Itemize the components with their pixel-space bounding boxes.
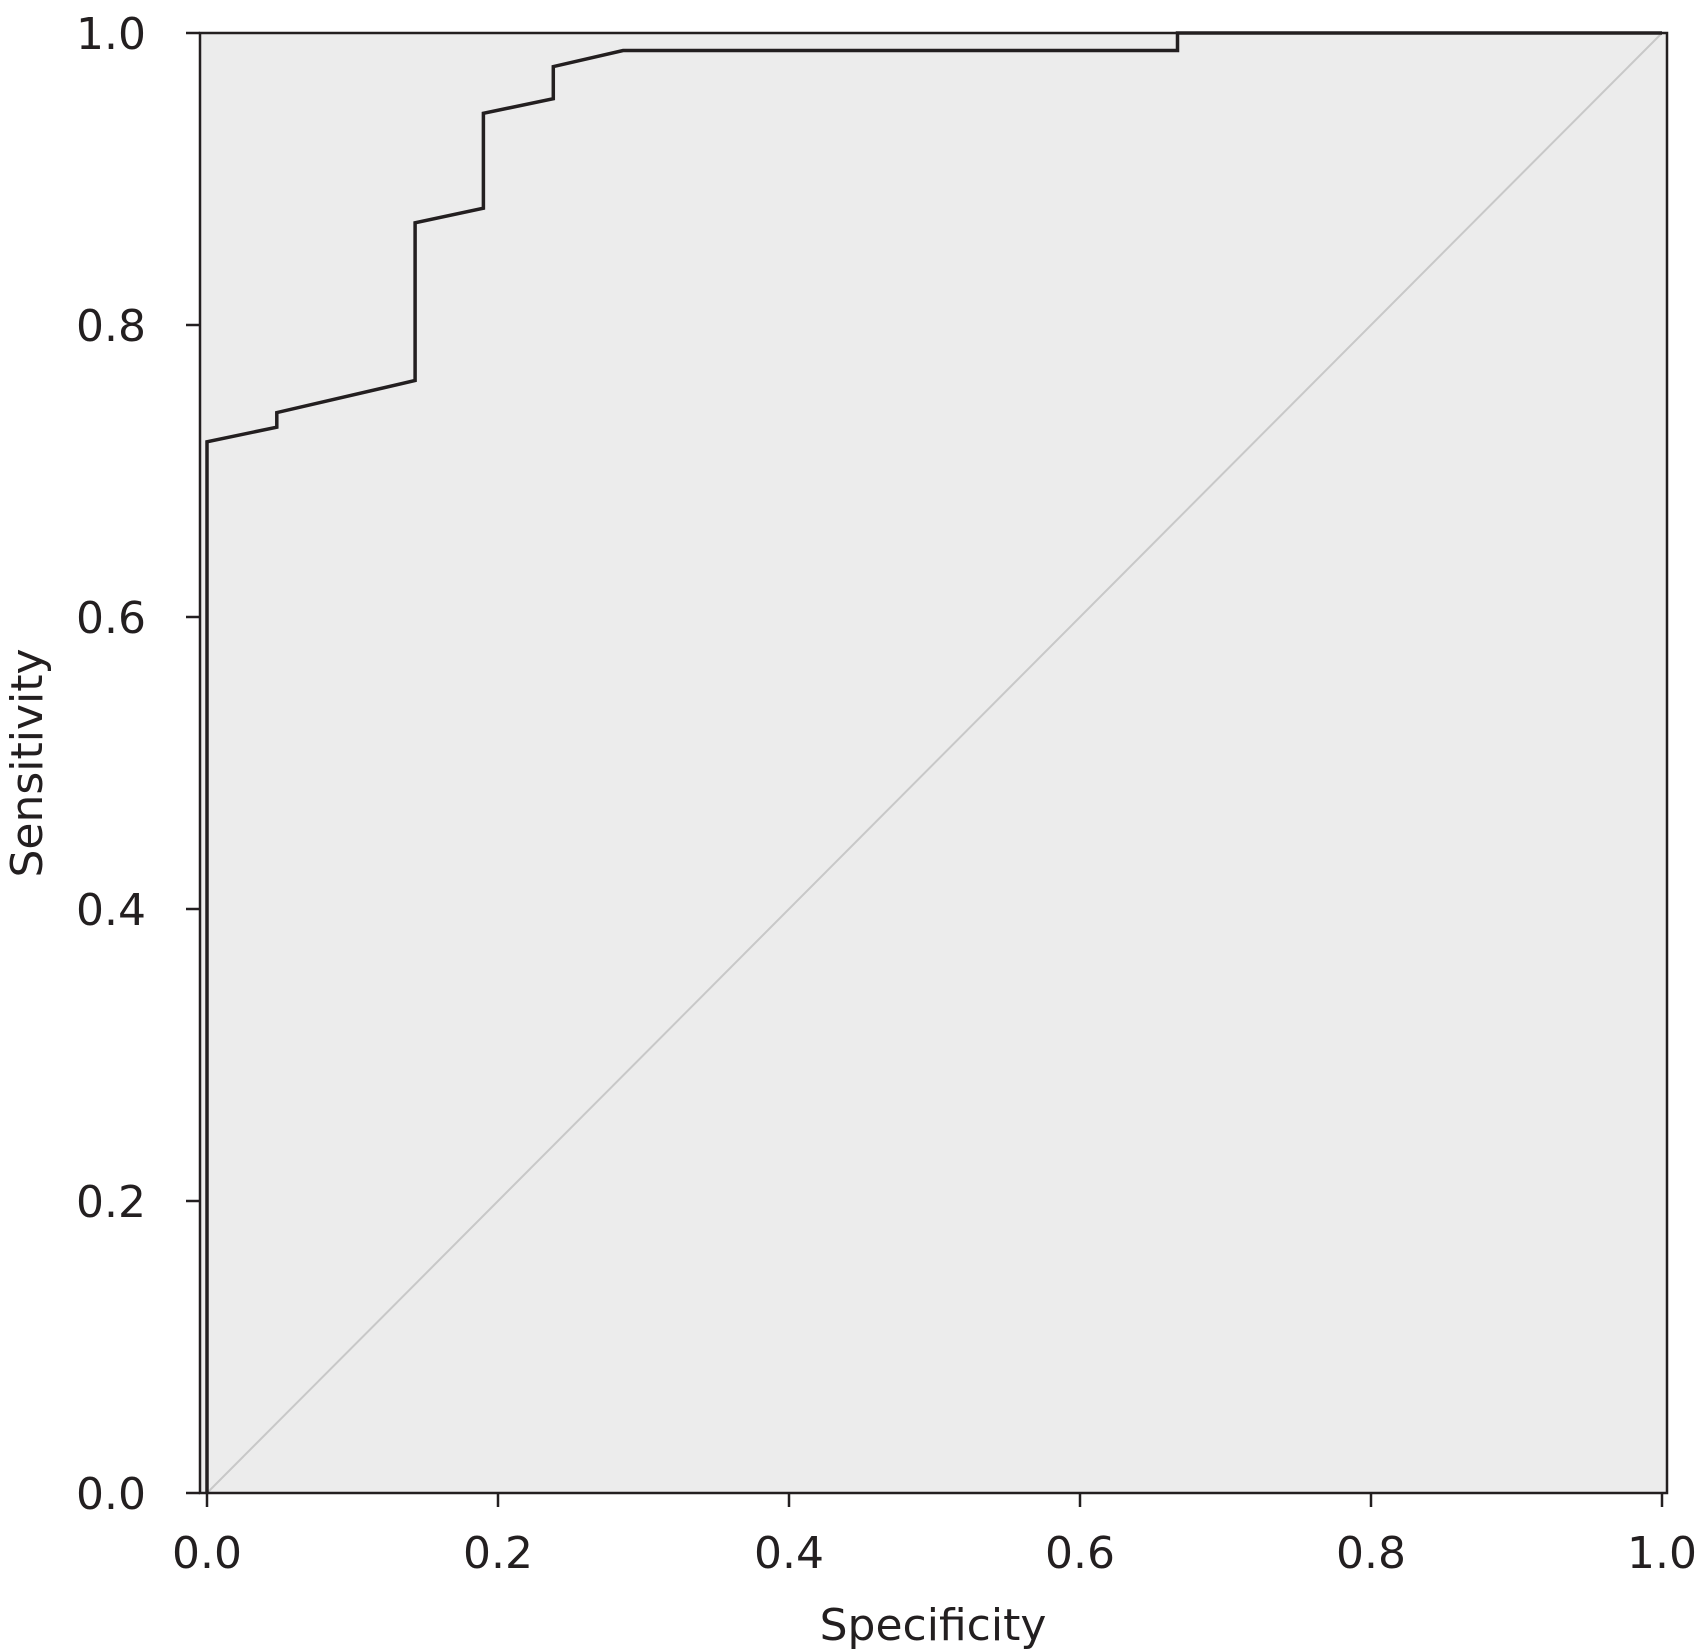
x-tick-label: 0.8 (1336, 1528, 1406, 1579)
x-tick-label: 0.0 (172, 1528, 242, 1579)
x-tick-label: 1.0 (1627, 1528, 1695, 1579)
plot-frame (198, 31, 1669, 1495)
y-tick-label: 1.0 (76, 9, 146, 60)
x-tick-label: 0.6 (1045, 1528, 1115, 1579)
y-tick-label: 0.4 (76, 885, 146, 936)
reference-diagonal-line (206, 32, 1663, 1494)
x-tick-label: 0.2 (463, 1528, 533, 1579)
roc-curve-line (205, 31, 1662, 1493)
x-axis-title: Specificity (820, 1600, 1047, 1650)
y-tick-label: 0.6 (76, 593, 146, 644)
y-tick-label: 0.8 (76, 301, 146, 352)
x-tick-label: 0.4 (754, 1528, 824, 1579)
y-tick-label: 0.2 (76, 1177, 146, 1228)
y-axis-title: Sensitivity (2, 648, 53, 877)
y-tick-label: 0.0 (76, 1469, 146, 1520)
